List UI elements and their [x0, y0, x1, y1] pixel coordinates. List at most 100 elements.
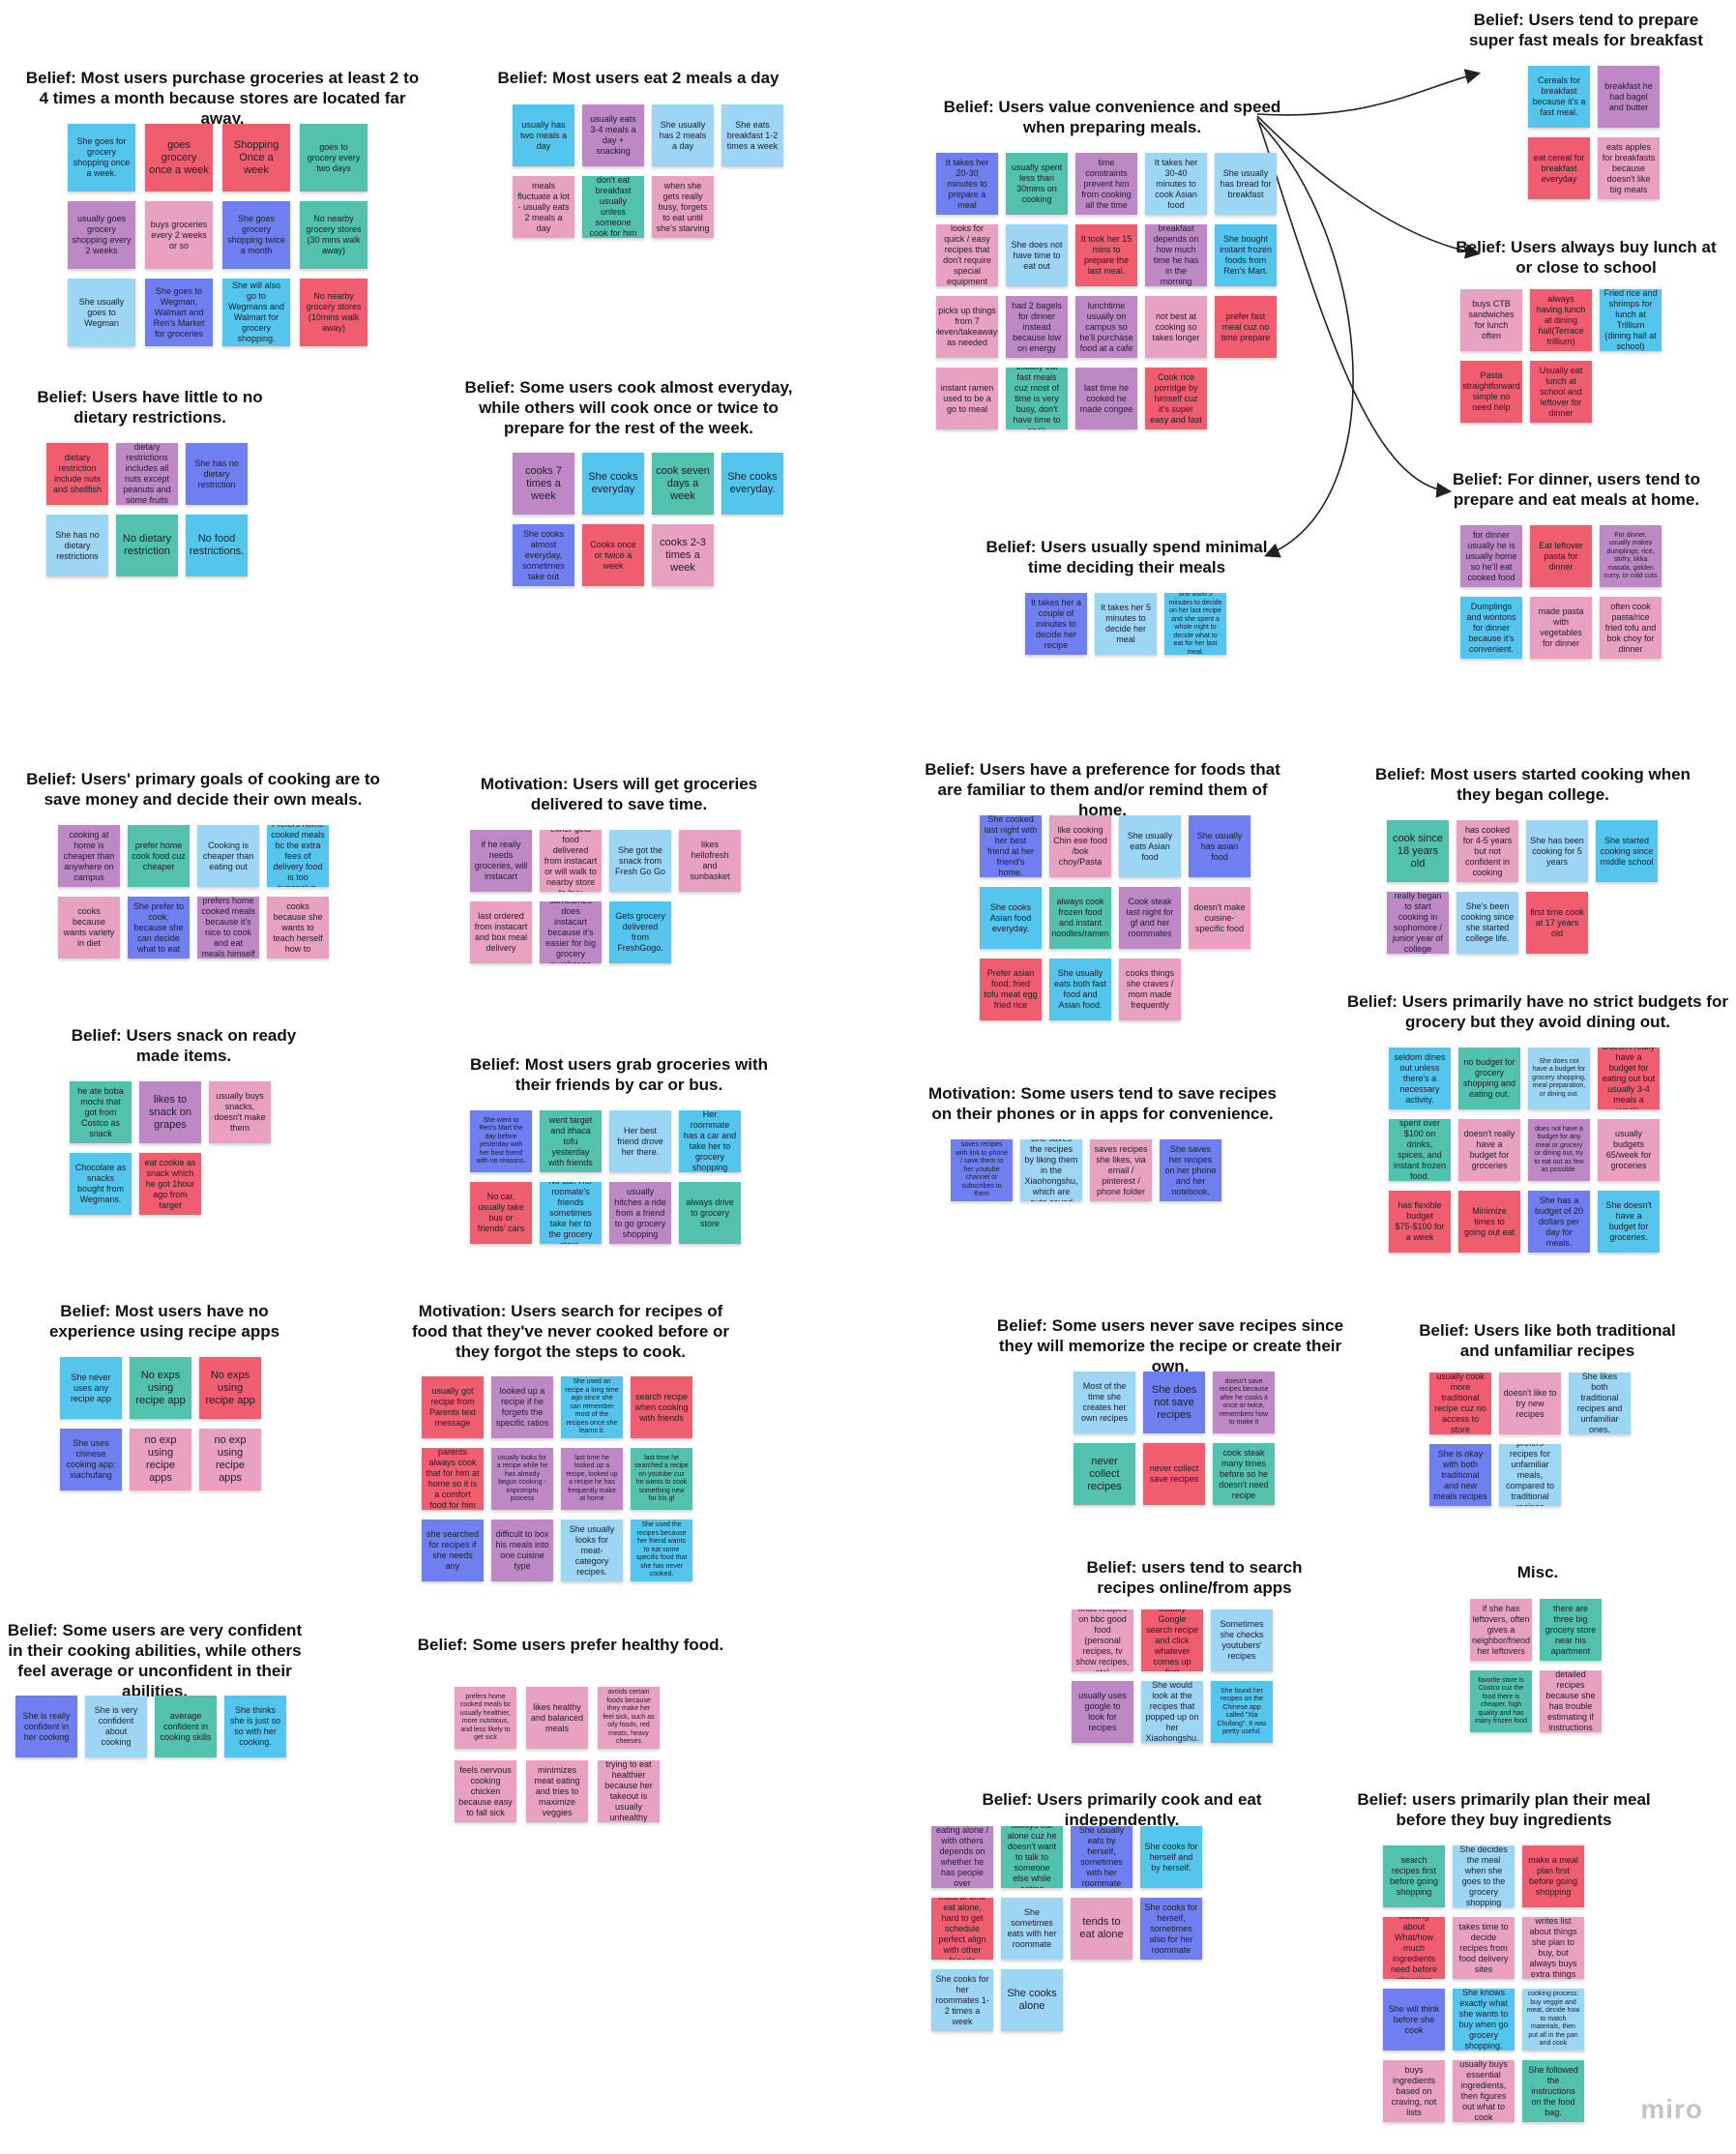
sticky-note[interactable]: She usually goes to Wegman [68, 279, 135, 346]
sticky-note[interactable]: She went to Ren's Mart the day before ye… [470, 1110, 532, 1172]
sticky-note[interactable]: She used the recipes because her friend … [631, 1520, 692, 1581]
sticky-note[interactable]: She thinks she is just so so with her co… [224, 1696, 286, 1757]
sticky-note[interactable]: usually eat fast meals cuz most of time … [1006, 368, 1068, 429]
sticky-note[interactable]: She does not save recipes [1143, 1372, 1205, 1433]
sticky-note[interactable]: always having lunch at dining hall(Terra… [1530, 289, 1592, 351]
sticky-note[interactable]: usually spent less than 30mins on cookin… [1006, 153, 1068, 215]
sticky-note[interactable]: likes hellofresh and sunbasket [679, 830, 741, 892]
sticky-note[interactable]: She used an recipe a long time ago since… [561, 1376, 623, 1438]
sticky-note[interactable]: for dinner usually he is usually home so… [1460, 525, 1522, 587]
sticky-note[interactable]: Pasta straightforward simple no need hel… [1460, 361, 1522, 423]
sticky-note[interactable]: She's been cooking since she started col… [1456, 892, 1518, 954]
sticky-note[interactable]: search recipe when cooking with friends [631, 1376, 692, 1438]
sticky-note[interactable]: has flexible budget $75-$100 for a week [1389, 1191, 1451, 1253]
sticky-note[interactable]: minimizes meat eating and tries to maxim… [526, 1760, 588, 1822]
sticky-note[interactable]: cooks because wants variety in diet [58, 897, 120, 959]
sticky-note[interactable]: She usually looks for meat-category reci… [561, 1520, 623, 1581]
sticky-note[interactable]: cooks things she craves / mom made frequ… [1119, 959, 1181, 1020]
sticky-note[interactable]: goes to grocery every two days [300, 124, 368, 192]
sticky-note[interactable]: no budget for grocery shopping and eatin… [1458, 1047, 1520, 1109]
sticky-note[interactable]: She eats breakfast 1-2 times a week [721, 104, 783, 166]
sticky-note[interactable]: sometimes does instacart because it's ea… [540, 901, 602, 963]
sticky-note[interactable]: dietary restriction include nuts and she… [46, 443, 108, 505]
sticky-note[interactable]: No dietary restriction [116, 515, 178, 576]
sticky-note[interactable]: buys groceries every 2 weeks or so [145, 201, 213, 269]
sticky-note[interactable]: She cooks everyday. [721, 453, 783, 515]
sticky-note[interactable]: She goes to Wegman, Walmart and Ren's Ma… [145, 279, 213, 346]
sticky-note[interactable]: Her roommate has a car and take her to g… [679, 1110, 741, 1172]
sticky-note[interactable]: cooks because she wants to teach herself… [267, 897, 329, 959]
sticky-note[interactable]: She cooks everyday [582, 453, 644, 515]
sticky-note[interactable]: For dinner, usually makes dumplings, ric… [1600, 525, 1662, 587]
sticky-note[interactable]: She goes for grocery shopping once a wee… [68, 124, 135, 192]
sticky-note[interactable]: she searched for recipes if she needs an… [422, 1520, 484, 1581]
sticky-note[interactable]: no exp using recipe apps [130, 1429, 191, 1490]
sticky-note[interactable]: usually hitches a ride from a friend to … [609, 1182, 671, 1244]
sticky-note[interactable]: dietary restrictions includes all nuts e… [116, 443, 178, 505]
sticky-note[interactable]: there are three big grocery store near h… [1540, 1599, 1602, 1661]
sticky-note[interactable]: She cooked last night with her best frie… [980, 815, 1042, 877]
sticky-note[interactable]: buys ingredients based on craving, not l… [1383, 2060, 1445, 2122]
sticky-note[interactable]: average confident in cooking skills [155, 1696, 217, 1757]
sticky-note[interactable]: doesn't like to try new recipes [1499, 1372, 1561, 1434]
sticky-note[interactable]: She usually eats both fast food and Asia… [1049, 959, 1111, 1020]
sticky-note[interactable]: She doesn't have a budget for groceries. [1598, 1191, 1660, 1253]
sticky-note[interactable]: saves recipes with link to phone / save … [951, 1139, 1013, 1201]
sticky-note[interactable]: Doesn't really have a budget for eating … [1598, 1047, 1660, 1109]
sticky-note[interactable]: always eat alone cuz he doesn't want to … [1001, 1826, 1063, 1888]
sticky-note[interactable]: No nearby grocery stores (30 mins walk a… [300, 201, 368, 269]
sticky-note[interactable]: She bought instant frozen foods from Ren… [1215, 224, 1277, 286]
sticky-note[interactable]: Fried rice and shrimps for lunch at Tril… [1600, 289, 1662, 351]
sticky-note[interactable]: prefer fast meal cuz no time prepare [1215, 296, 1277, 358]
sticky-note[interactable]: She does not have time to eat out [1006, 224, 1068, 286]
sticky-note[interactable]: No exps using recipe app [130, 1357, 191, 1419]
sticky-note[interactable]: saves recipes she likes, via email / pin… [1090, 1139, 1152, 1201]
sticky-note[interactable]: looks for quick / easy recipes that don'… [936, 224, 998, 286]
sticky-note[interactable]: It took her 15 mins to prepare the last … [1075, 224, 1137, 286]
sticky-note[interactable]: usually uses google to look for recipes [1072, 1681, 1133, 1743]
sticky-note[interactable]: meals fluctuate a lot - usually eats 2 m… [513, 176, 574, 238]
sticky-note[interactable]: Cook steak last night for gf and her roo… [1119, 887, 1181, 949]
sticky-note[interactable]: breakfast he had bagel and butter [1598, 66, 1660, 128]
sticky-note[interactable]: always drive to grocery store [679, 1182, 741, 1244]
sticky-note[interactable]: cook steak many times before so he doesn… [1213, 1443, 1275, 1505]
sticky-note[interactable]: doesn't make cuisine-specific food [1189, 887, 1251, 949]
sticky-note[interactable]: She found her recipes on the Chinese app… [1211, 1681, 1273, 1743]
sticky-note[interactable]: parents always cook that for him at home… [422, 1448, 484, 1510]
sticky-note[interactable]: cook since 18 years old [1387, 820, 1449, 882]
sticky-note[interactable]: avoids certain foods because they make h… [598, 1687, 660, 1749]
sticky-note[interactable]: It takes her 5 minutes to decide her mea… [1095, 593, 1157, 655]
sticky-note[interactable]: She never uses any recipe app [60, 1357, 122, 1419]
sticky-note[interactable]: She saves her recipes on her phone and h… [1160, 1139, 1221, 1201]
sticky-note[interactable]: She usually has bread for breakfast [1215, 153, 1277, 215]
sticky-note[interactable]: She does not have a budget for grocery s… [1528, 1047, 1590, 1109]
sticky-note[interactable]: usually got recipe from Parents text mes… [422, 1376, 484, 1438]
sticky-note[interactable]: search recipes first before going shoppi… [1383, 1845, 1445, 1907]
sticky-note[interactable]: buys CTB sandwiches for lunch often [1460, 289, 1522, 351]
sticky-note[interactable]: She usually eats by herself, sometimes w… [1071, 1826, 1133, 1888]
sticky-note[interactable]: She used 5 minutes to decide on her last… [1164, 593, 1226, 655]
sticky-note[interactable]: likes to snack on grapes [139, 1081, 201, 1143]
sticky-note[interactable]: thinking about What/how much ingredients… [1383, 1917, 1445, 1979]
sticky-note[interactable]: No exps using recipe app [199, 1357, 261, 1419]
sticky-note[interactable]: don't eat breakfast usually unless someo… [582, 176, 644, 238]
sticky-note[interactable]: goes grocery once a week [145, 124, 213, 192]
sticky-note[interactable]: finds recipes on bbc good food (personal… [1072, 1609, 1133, 1671]
sticky-note[interactable]: She likes both traditional recipes and u… [1569, 1372, 1631, 1434]
sticky-note[interactable]: difficult to box his meals into one cuis… [491, 1520, 553, 1581]
sticky-note[interactable]: when she gets really busy, forgets to ea… [652, 176, 714, 238]
sticky-note[interactable]: likes healthy and balanced meals [526, 1687, 588, 1749]
sticky-note[interactable]: prefers recipes for unfamiliar meals, co… [1499, 1444, 1561, 1506]
sticky-note[interactable]: Dumplings and wontons for dinner because… [1460, 597, 1522, 659]
sticky-note[interactable]: made pasta with vegetables for dinner [1530, 597, 1592, 659]
sticky-note[interactable]: prefer home cook food cuz cheaper [128, 825, 190, 887]
sticky-note[interactable]: Sometimes she checks youtubers' recipes [1211, 1609, 1273, 1671]
sticky-note[interactable]: last time he looked up a recipe, looked … [561, 1448, 623, 1510]
sticky-note[interactable]: Minimize times to going out eat [1458, 1191, 1520, 1253]
sticky-note[interactable]: She has no dietary restrictions [46, 515, 108, 576]
sticky-note[interactable]: either gets food delivered from instacar… [540, 830, 602, 892]
sticky-note[interactable]: make a meal plan first before going shop… [1522, 1845, 1584, 1907]
sticky-note[interactable]: if she has leftovers, often gives a neig… [1470, 1599, 1532, 1661]
sticky-note[interactable]: breakfast depends on how much time he ha… [1145, 224, 1207, 286]
sticky-note[interactable]: often cook pasta/rice fried tofu and bok… [1600, 597, 1662, 659]
